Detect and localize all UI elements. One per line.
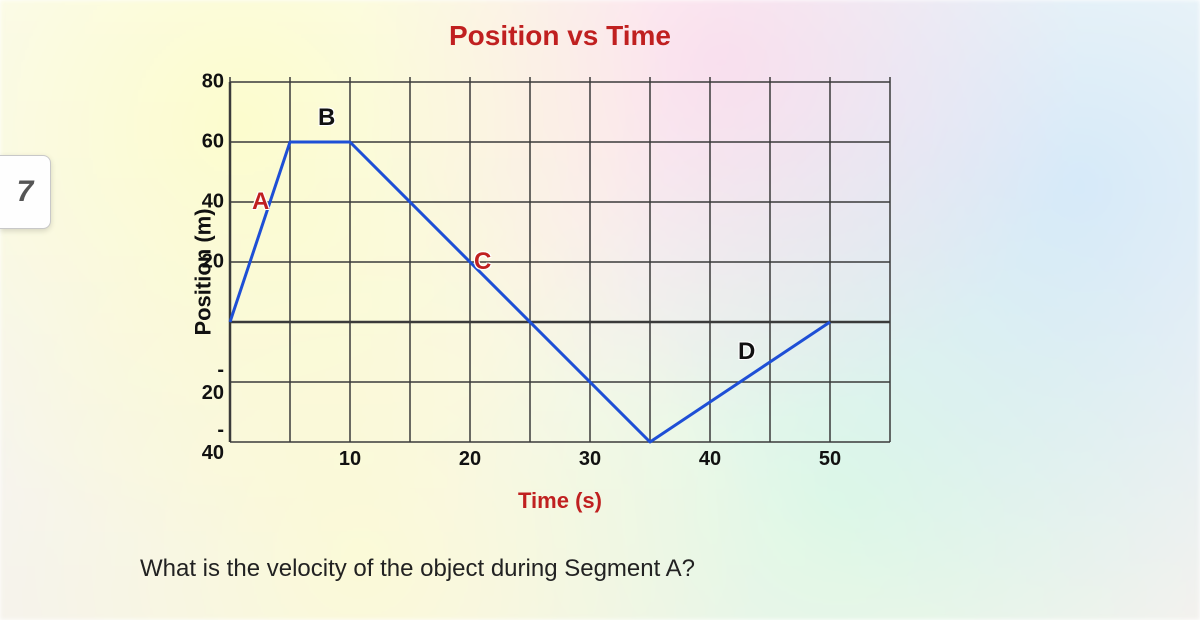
x-tick-label: 30: [579, 442, 601, 471]
segment-label-d: D: [738, 338, 755, 366]
x-tick-label: 50: [819, 442, 841, 471]
chart-svg: [190, 62, 930, 482]
y-tick-label: 40: [190, 191, 232, 214]
segment-label-b: B: [318, 104, 335, 132]
segment-label-a: A: [252, 188, 269, 216]
chart-title: Position vs Time: [120, 20, 1000, 52]
y-tick-label: - 20: [190, 359, 232, 405]
segment-label-c: C: [474, 248, 491, 276]
left-tab-number: 7: [17, 175, 34, 209]
y-tick-label: 20: [190, 251, 232, 274]
chart-plot-area: Position (m) 80604020- 20- 401020304050A…: [190, 62, 930, 482]
y-tick-label: - 40: [190, 419, 232, 465]
x-axis-label: Time (s): [120, 488, 1000, 514]
x-tick-label: 10: [339, 442, 361, 471]
x-tick-label: 40: [699, 442, 721, 471]
x-tick-label: 20: [459, 442, 481, 471]
question-text: What is the velocity of the object durin…: [140, 555, 695, 583]
left-widget-tab[interactable]: 7: [0, 155, 51, 229]
y-tick-label: 60: [190, 131, 232, 154]
chart-container: Position vs Time Position (m) 80604020- …: [120, 20, 1000, 514]
y-tick-label: 80: [190, 71, 232, 94]
